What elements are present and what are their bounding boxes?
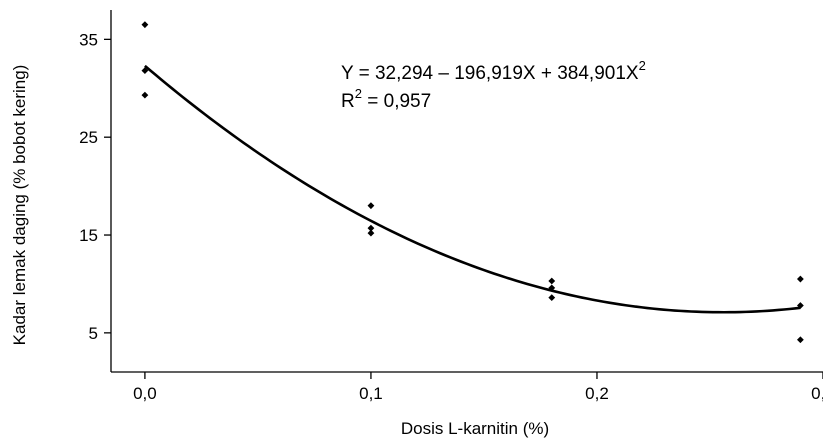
- y-tick-label: 15: [79, 226, 98, 245]
- data-point: [796, 275, 804, 283]
- r-squared-value: = 0,957: [362, 91, 431, 112]
- y-axis-title: Kadar lemak daging (% bobot kering): [10, 65, 29, 346]
- regression-equation: Y = 32,294 – 196,919X + 384,901X2: [341, 58, 646, 84]
- ticks: 5 15 25 35 0,0 0,1 0,2 0,3: [79, 30, 823, 403]
- y-tick-label: 35: [79, 30, 98, 49]
- data-point: [796, 336, 804, 344]
- data-point: [548, 284, 556, 292]
- r-squared-prefix: R: [341, 91, 355, 112]
- data-point: [141, 67, 149, 75]
- x-tick-label: 0,0: [133, 384, 157, 403]
- data-point: [367, 202, 375, 210]
- data-point: [141, 21, 149, 29]
- regression-curve: [144, 64, 801, 314]
- x-tick-label: 0,3: [811, 384, 823, 403]
- r-squared-exponent: 2: [355, 86, 362, 101]
- fit-layer: [144, 64, 801, 314]
- axes: [110, 10, 823, 373]
- data-point: [548, 294, 556, 302]
- points-layer: [141, 21, 804, 344]
- y-tick-label: 25: [79, 128, 98, 147]
- y-tick-label: 5: [89, 324, 98, 343]
- data-point: [141, 91, 149, 99]
- data-point: [796, 302, 804, 309]
- data-point: [367, 229, 375, 237]
- x-tick-label: 0,2: [585, 384, 609, 403]
- regression-equation-exponent: 2: [639, 58, 646, 73]
- data-point: [548, 277, 556, 285]
- r-squared-label: R2 = 0,957: [341, 86, 431, 112]
- regression-equation-main: Y = 32,294 – 196,919X + 384,901X: [341, 63, 639, 84]
- x-tick-label: 0,1: [359, 384, 383, 403]
- data-point: [367, 224, 375, 232]
- x-axis-title: Dosis L-karnitin (%): [401, 419, 549, 438]
